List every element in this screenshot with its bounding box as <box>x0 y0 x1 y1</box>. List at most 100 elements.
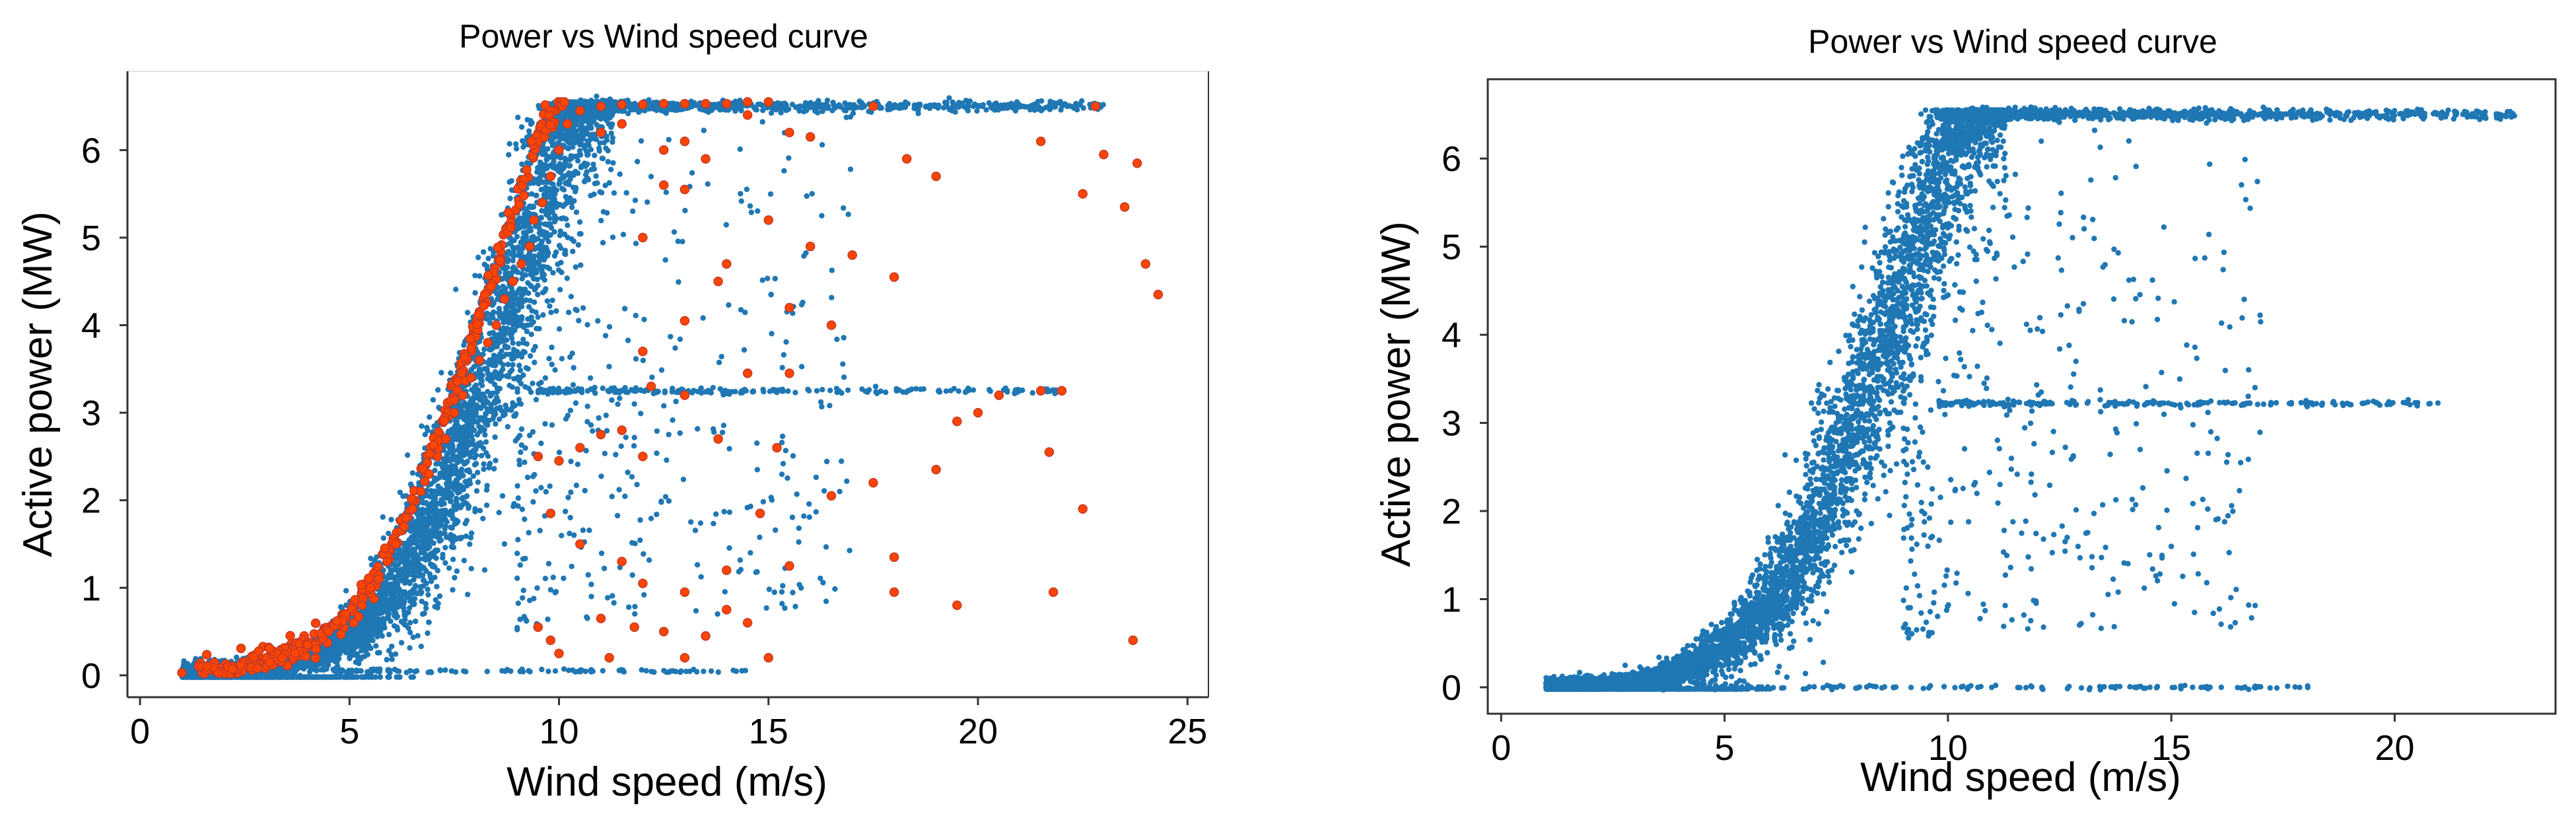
scatter-point <box>512 402 518 409</box>
scatter-point <box>485 453 491 460</box>
scatter-point <box>520 336 526 343</box>
scatter-point <box>433 549 438 555</box>
scatter-point <box>419 423 425 429</box>
scatter-point <box>484 483 490 489</box>
scatter-point <box>570 248 576 254</box>
scatter-point <box>549 297 555 304</box>
scatter-point <box>468 454 473 460</box>
scatter-point <box>549 344 555 351</box>
plot-frame <box>127 71 1209 698</box>
scatter-point <box>485 256 491 261</box>
scatter-point <box>596 145 602 151</box>
scatter-point <box>370 637 376 644</box>
scatter-point <box>425 427 431 434</box>
scatter-point <box>517 247 523 254</box>
scatter-point <box>425 515 431 522</box>
scatter-point <box>453 287 459 292</box>
scatter-point <box>609 139 615 145</box>
scatter-point <box>553 249 559 256</box>
scatter-point <box>544 298 550 304</box>
scatter-point <box>426 619 432 625</box>
scatter-point <box>464 458 470 465</box>
scatter-point <box>417 509 424 515</box>
scatter-point <box>539 238 545 244</box>
scatter-point <box>368 562 374 568</box>
scatter-point <box>551 188 557 195</box>
scatter-point <box>547 303 553 309</box>
scatter-point <box>477 440 483 446</box>
scatter-point <box>597 140 603 146</box>
scatter-point <box>426 553 432 560</box>
scatter-point <box>550 164 556 171</box>
scatter-point <box>437 471 443 477</box>
scatter-point <box>564 195 570 202</box>
scatter-point <box>425 630 431 636</box>
scatter-point <box>574 170 581 176</box>
scatter-point <box>394 624 400 630</box>
scatter-point <box>373 643 379 649</box>
scatter-point <box>505 256 511 262</box>
scatter-point <box>550 270 556 276</box>
scatter-point <box>435 387 441 393</box>
scatter-point <box>585 124 592 130</box>
scatter-point <box>380 588 386 594</box>
scatter-point <box>481 261 487 267</box>
scatter-point <box>466 477 473 483</box>
chart-left: Power vs Wind speed curve 0 5 10 15 20 250123… <box>15 18 1209 805</box>
scatter-point <box>382 625 388 631</box>
scatter-point <box>460 496 466 502</box>
scatter-point <box>477 417 483 423</box>
scatter-point <box>411 547 418 553</box>
scatter-point <box>479 378 485 384</box>
scatter-point <box>602 182 608 189</box>
scatter-point <box>590 161 596 168</box>
scatter-point <box>438 370 444 376</box>
scatter-point <box>468 530 475 536</box>
scatter-point <box>423 568 429 574</box>
scatter-point <box>471 364 477 370</box>
scatter-point <box>531 299 538 305</box>
scatter-point <box>480 400 487 407</box>
scatter-point <box>509 289 516 294</box>
scatter-point <box>360 638 366 644</box>
scatter-point <box>514 234 520 240</box>
scatter-point <box>413 618 419 625</box>
scatter-point <box>485 389 491 395</box>
scatter-point <box>495 375 501 381</box>
scatter-point <box>420 577 427 584</box>
scatter-point <box>518 426 525 432</box>
scatter-point <box>475 479 481 485</box>
scatter-point <box>523 365 530 371</box>
scatter-point <box>376 616 382 622</box>
scatter-point <box>528 258 534 264</box>
scatter-point <box>285 674 291 680</box>
scatter-point <box>480 516 486 522</box>
scatter-point <box>436 532 443 538</box>
scatter-point <box>499 407 505 414</box>
scatter-point <box>518 124 525 130</box>
scatter-point <box>413 535 419 541</box>
scatter-point <box>504 325 510 331</box>
chart-title: Power vs Wind speed curve <box>459 18 868 55</box>
scatter-point <box>521 142 528 148</box>
scatter-point <box>458 471 464 477</box>
scatter-point <box>474 432 480 438</box>
scatter-point <box>453 477 460 483</box>
scatter-point <box>450 587 456 593</box>
scatter-point <box>445 510 451 516</box>
scatter-point <box>481 461 487 467</box>
scatter-point <box>423 601 429 607</box>
scatter-point <box>556 242 563 249</box>
scatter-point <box>431 540 436 546</box>
scatter-point <box>471 455 477 461</box>
scatter-point <box>535 291 541 298</box>
scatter-point <box>442 560 448 566</box>
scatter-point <box>461 342 467 348</box>
scatter-point <box>398 566 404 573</box>
scatter-point <box>561 187 567 193</box>
scatter-point <box>385 615 391 621</box>
scatter-point <box>506 141 512 147</box>
scatter-point <box>464 467 470 473</box>
scatter-point <box>431 531 436 538</box>
scatter-point <box>517 367 524 374</box>
